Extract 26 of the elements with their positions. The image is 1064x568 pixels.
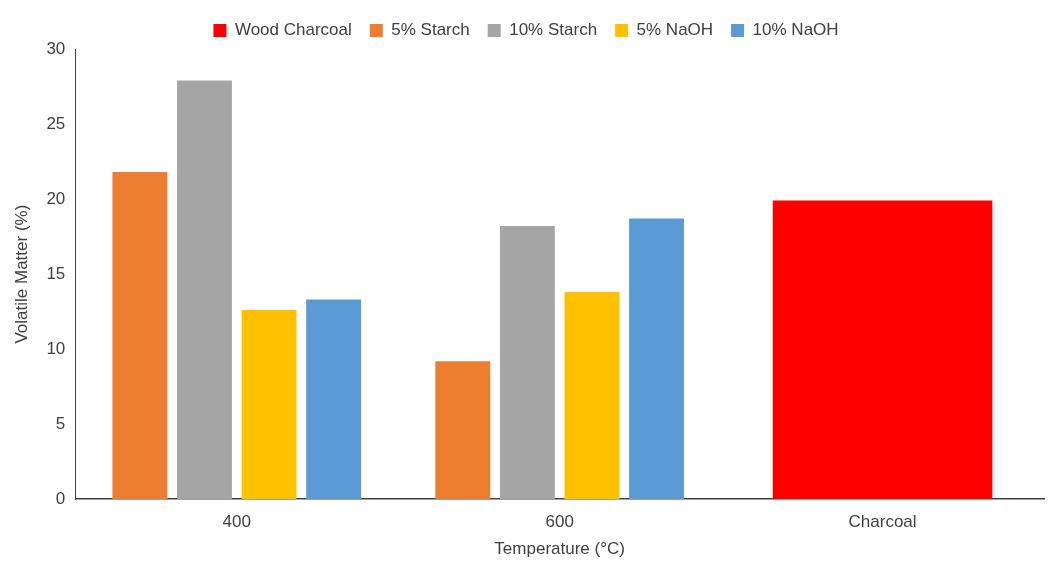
y-tick-label: 10	[46, 338, 66, 358]
y-tick-label: 20	[46, 188, 66, 208]
y-tick-label: 30	[46, 38, 66, 58]
y-tick-label: 5	[55, 413, 66, 433]
bar	[564, 292, 620, 500]
legend-label: Wood Charcoal	[234, 20, 352, 40]
y-tick-label: 25	[46, 113, 66, 133]
bar	[435, 361, 491, 500]
y-tick-label: 0	[55, 488, 66, 508]
bar	[306, 299, 362, 500]
legend-label: 5% NaOH	[636, 20, 714, 40]
x-axis-title: Temperature (°C)	[494, 539, 625, 559]
y-tick-label: 15	[46, 263, 66, 283]
y-axis-title: Volatile Matter (%)	[11, 204, 31, 344]
x-tick-label: Charcoal	[848, 512, 917, 532]
bar	[241, 310, 297, 500]
legend-label: 10% Starch	[509, 20, 598, 40]
legend-label: 5% Starch	[391, 20, 470, 40]
x-tick-label: 600	[545, 512, 574, 532]
x-tick-label: 400	[222, 512, 251, 532]
bar	[772, 200, 993, 500]
bar	[112, 172, 168, 500]
bar	[177, 80, 232, 500]
legend-label: 10% NaOH	[752, 20, 839, 40]
bar	[629, 218, 684, 500]
bar	[499, 226, 555, 500]
